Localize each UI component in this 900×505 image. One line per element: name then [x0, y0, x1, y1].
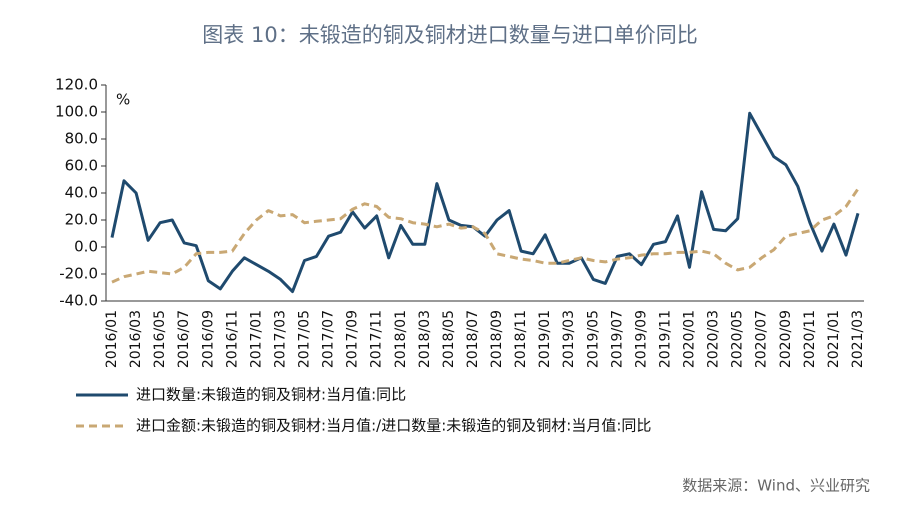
x-tick-label: 2016/07 — [176, 310, 192, 368]
y-tick-label: 20.0 — [65, 211, 98, 229]
x-tick-label: 2019/11 — [657, 310, 673, 368]
x-tick-label: 2018/09 — [489, 310, 505, 368]
x-tick-label: 2018/11 — [513, 310, 529, 368]
x-tick-label: 2017/09 — [345, 310, 361, 368]
x-tick-label: 2020/01 — [682, 310, 698, 368]
x-tick-label: 2019/09 — [633, 310, 649, 368]
x-tick-label: 2018/03 — [417, 310, 433, 368]
legend-label: 进口金额:未锻造的铜及铜材:当月值:/进口数量:未锻造的铜及铜材:当月值:同比 — [136, 417, 651, 435]
x-tick-label: 2017/07 — [321, 310, 337, 368]
series-line — [110, 111, 860, 294]
x-tick-label: 2016/09 — [200, 310, 216, 368]
x-tick-label: 2018/05 — [441, 310, 457, 368]
y-unit: % — [116, 91, 130, 109]
x-tick-label: 2017/03 — [272, 310, 288, 368]
series-line — [111, 188, 860, 284]
y-tick-label: 100.0 — [55, 103, 98, 121]
y-tick-label: 120.0 — [55, 76, 98, 94]
y-tick-label: 60.0 — [65, 157, 98, 175]
x-tick-label: 2019/07 — [609, 310, 625, 368]
x-tick-label: 2021/01 — [826, 310, 842, 368]
legend-label: 进口数量:未锻造的铜及铜材:当月值:同比 — [136, 386, 406, 404]
y-tick-label: 0.0 — [74, 238, 98, 256]
y-tick-label: 40.0 — [65, 184, 98, 202]
x-tick-label: 2020/09 — [778, 310, 794, 368]
x-tick-label: 2017/01 — [248, 310, 264, 368]
x-tick-label: 2020/07 — [754, 310, 770, 368]
source: 数据来源：Wind、兴业研究 — [682, 477, 870, 495]
x-tick-label: 2016/05 — [152, 310, 168, 368]
x-tick-label: 2020/05 — [730, 310, 746, 368]
x-tick-label: 2020/11 — [802, 310, 818, 368]
x-tick-label: 2019/01 — [537, 310, 553, 368]
x-tick-label: 2018/01 — [393, 310, 409, 368]
x-tick-label: 2017/05 — [297, 310, 313, 368]
x-tick-label: 2016/01 — [104, 310, 120, 368]
x-tick-label: 2016/03 — [128, 310, 144, 368]
x-tick-label: 2018/07 — [465, 310, 481, 368]
x-tick-label: 2017/11 — [369, 310, 385, 368]
x-tick-label: 2019/03 — [561, 310, 577, 368]
x-tick-label: 2021/03 — [850, 310, 866, 368]
chart-title: 图表 10：未锻造的铜及铜材进口数量与进口单价同比 — [202, 23, 697, 47]
y-tick-label: -40.0 — [59, 292, 98, 310]
y-tick-label: -20.0 — [59, 265, 98, 283]
x-tick-label: 2016/11 — [224, 310, 240, 368]
x-tick-label: 2020/03 — [706, 310, 722, 368]
y-tick-label: 80.0 — [65, 130, 98, 148]
x-tick-label: 2019/05 — [585, 310, 601, 368]
